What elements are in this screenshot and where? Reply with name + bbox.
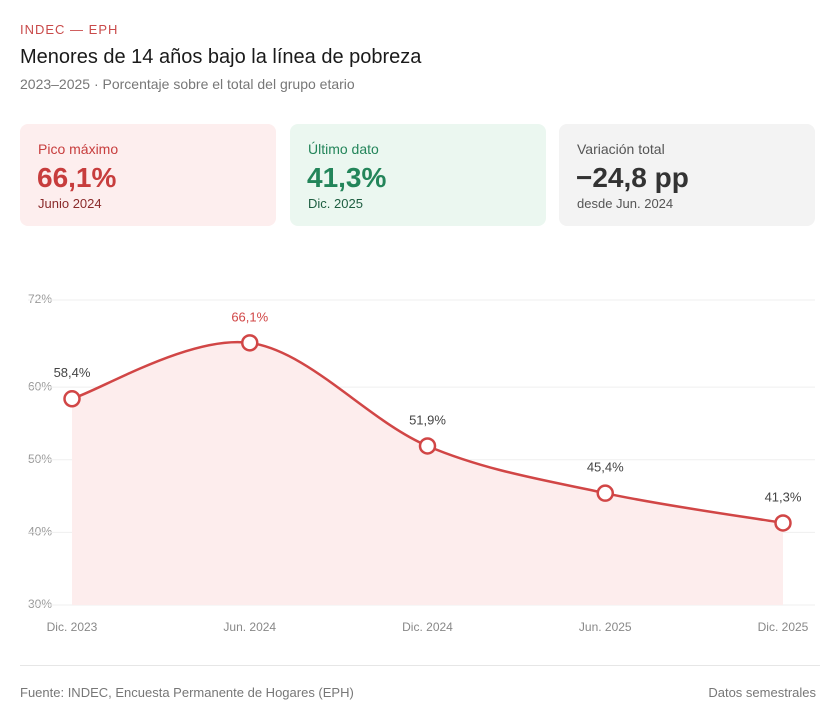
card: Último dato 41,3% Dic. 2025 xyxy=(290,124,546,226)
point xyxy=(774,514,792,532)
data-label: 66,1% xyxy=(231,309,268,324)
tag: INDEC — EPH xyxy=(20,22,119,37)
card-note: desde Jun. 2024 xyxy=(577,196,674,211)
card: Variación total −24,8 pp desde Jun. 2024 xyxy=(559,124,815,226)
data-label: 51,9% xyxy=(409,412,446,427)
subtitle: 2023–2025 · Porcentaje sobre el total de… xyxy=(20,76,355,92)
card-value: −24,8 pp xyxy=(576,162,689,193)
card: Pico máximo 66,1% Junio 2024 xyxy=(20,124,276,226)
y-tick-label: 60% xyxy=(28,379,52,393)
footer-source: Fuente: INDEC, Encuesta Permanente de Ho… xyxy=(20,685,354,700)
x-tick-label: Dic. 2023 xyxy=(47,620,98,634)
data-label: 45,4% xyxy=(587,460,624,475)
x-tick-label: Jun. 2025 xyxy=(579,620,632,634)
y-tick-label: 30% xyxy=(28,597,52,611)
data-label: 41,3% xyxy=(765,489,802,504)
footer-note: Datos semestrales xyxy=(708,685,816,700)
card-label: Último dato xyxy=(308,141,379,157)
y-tick-label: 50% xyxy=(28,452,52,466)
divider xyxy=(20,665,820,666)
card-note: Dic. 2025 xyxy=(308,196,363,211)
data-label: 58,4% xyxy=(54,365,91,380)
point xyxy=(418,437,437,455)
point xyxy=(241,334,259,352)
x-tick-label: Jun. 2024 xyxy=(223,620,276,634)
card-note: Junio 2024 xyxy=(38,196,102,211)
x-tick-label: Dic. 2025 xyxy=(758,620,809,634)
card-label: Variación total xyxy=(577,141,665,157)
card-value: 66,1% xyxy=(37,162,117,193)
y-tick-label: 40% xyxy=(28,525,52,539)
point xyxy=(63,390,81,408)
y-tick-label: 72% xyxy=(28,292,52,306)
card-label: Pico máximo xyxy=(38,141,119,157)
title: Menores de 14 años bajo la línea de pobr… xyxy=(20,46,422,68)
x-tick-label: Dic. 2024 xyxy=(402,620,453,634)
area xyxy=(72,342,783,605)
point xyxy=(596,484,614,502)
card-value: 41,3% xyxy=(307,162,387,193)
